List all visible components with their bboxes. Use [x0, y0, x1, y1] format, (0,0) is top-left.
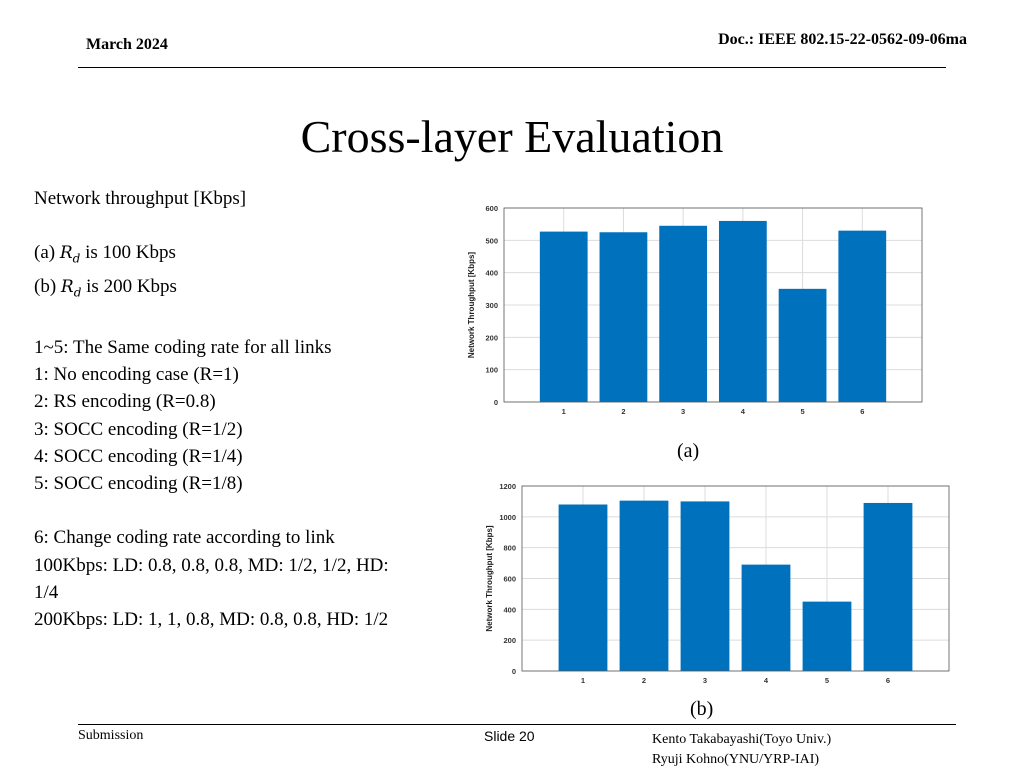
- y-tick-label: 0: [512, 667, 516, 676]
- bar-2: [599, 232, 648, 402]
- case-5-line: 5: SOCC encoding (R=1/8): [34, 473, 243, 495]
- y-axis-label: Network Throughput [Kbps]: [467, 252, 476, 359]
- case-6-line: 6: Change coding rate according to link: [34, 527, 335, 549]
- y-tick-label: 600: [503, 575, 516, 584]
- header-date: March 2024: [86, 36, 168, 53]
- case-1-line: 1: No encoding case (R=1): [34, 363, 239, 385]
- footer-authors: Kento Takabayashi(Toyo Univ.) Ryuji Kohn…: [652, 730, 831, 770]
- x-tick-label: 1: [562, 407, 566, 416]
- rate-a-prefix: (a): [34, 242, 60, 264]
- rate-a-suffix: is 100 Kbps: [80, 242, 176, 264]
- y-tick-label: 400: [503, 605, 516, 614]
- x-tick-label: 6: [860, 407, 864, 416]
- bar-1: [539, 231, 588, 402]
- x-tick-label: 6: [886, 676, 890, 685]
- rate-a-symbol: Rd: [59, 243, 81, 266]
- bar-5: [802, 601, 852, 671]
- bar-3: [680, 501, 730, 671]
- bar-5: [778, 288, 827, 402]
- header-doc-id: Doc.: IEEE 802.15-22-0562-09-06ma: [718, 31, 967, 48]
- y-tick-label: 1000: [499, 513, 516, 522]
- x-tick-label: 1: [581, 676, 585, 685]
- plot-frame: [521, 485, 950, 672]
- y-tick-label: 800: [503, 544, 516, 553]
- y-tick-label: 300: [485, 301, 498, 310]
- throughput-heading: Network throughput [Kbps]: [34, 188, 247, 209]
- y-tick-label: 200: [485, 333, 498, 342]
- x-tick-label: 5: [825, 676, 829, 685]
- caption-a: (a): [677, 440, 700, 462]
- x-tick-label: 3: [681, 407, 685, 416]
- y-tick-label: 400: [485, 269, 498, 278]
- bar-2: [619, 500, 669, 671]
- y-tick-label: 200: [503, 636, 516, 645]
- author-1: Kento Takabayashi(Toyo Univ.): [652, 732, 832, 747]
- rate-b-symbol: Rd: [60, 276, 82, 300]
- case-3-line: 3: SOCC encoding (R=1/2): [34, 418, 243, 440]
- rate-200-config: 200Kbps: LD: 1, 1, 0.8, MD: 0.8, 0.8, HD…: [34, 609, 389, 631]
- plot-frame: [503, 207, 923, 403]
- x-tick-label: 2: [621, 407, 625, 416]
- y-tick-label: 1200: [499, 482, 516, 491]
- y-tick-label: 0: [494, 398, 498, 407]
- bar-chart-a: 0 100 200 300 400 500 600 1 2 3 4 5 6 Network Through…: [467, 204, 923, 416]
- y-axis-label: Network Throughput [Kbps]: [485, 525, 494, 632]
- footer-divider: [78, 724, 956, 725]
- rate-b-suffix: is 200 Kbps: [81, 275, 177, 297]
- bar-4: [718, 220, 767, 402]
- bar-1: [558, 504, 608, 671]
- slide-title: Cross-layer Evaluation: [300, 111, 724, 162]
- slide-number: Slide 20: [484, 728, 535, 744]
- bar-3: [659, 225, 708, 402]
- bar-4: [741, 564, 791, 671]
- rate-b-prefix: (b): [34, 275, 61, 297]
- case-2-line: 2: RS encoding (R=0.8): [34, 391, 216, 413]
- caption-b: (b): [690, 698, 714, 720]
- x-tick-label: 3: [703, 676, 707, 685]
- y-tick-label: 600: [485, 204, 498, 213]
- same-rate-line: 1~5: The Same coding rate for all links: [34, 336, 332, 358]
- footer-submission: Submission: [78, 728, 144, 743]
- author-2: Ryuji Kohno(YNU/YRP-IAI): [652, 752, 820, 767]
- description-text: Network throughput [Kbps] (a) Rd is 100 …: [34, 185, 414, 634]
- header-divider: [78, 67, 946, 68]
- case-4-line: 4: SOCC encoding (R=1/4): [34, 445, 243, 467]
- rate-b-line: (b) Rd is 200 Kbps: [34, 273, 414, 307]
- x-tick-label: 4: [764, 676, 769, 685]
- rate-100-config: 100Kbps: LD: 0.8, 0.8, 0.8, MD: 1/2, 1/2…: [34, 554, 389, 604]
- x-tick-label: 4: [741, 407, 746, 416]
- bar-chart-b: 0 200 400 600 800 1000 1200 1 2 3 4 5 6 Network Throu…: [485, 482, 950, 685]
- bar-6: [838, 230, 887, 402]
- rate-a-line: (a) Rd is 100 Kbps: [34, 239, 414, 273]
- x-tick-label: 5: [800, 407, 804, 416]
- y-tick-label: 500: [485, 236, 498, 245]
- x-tick-label: 2: [642, 676, 646, 685]
- bar-6: [863, 502, 913, 671]
- y-tick-label: 100: [485, 366, 498, 375]
